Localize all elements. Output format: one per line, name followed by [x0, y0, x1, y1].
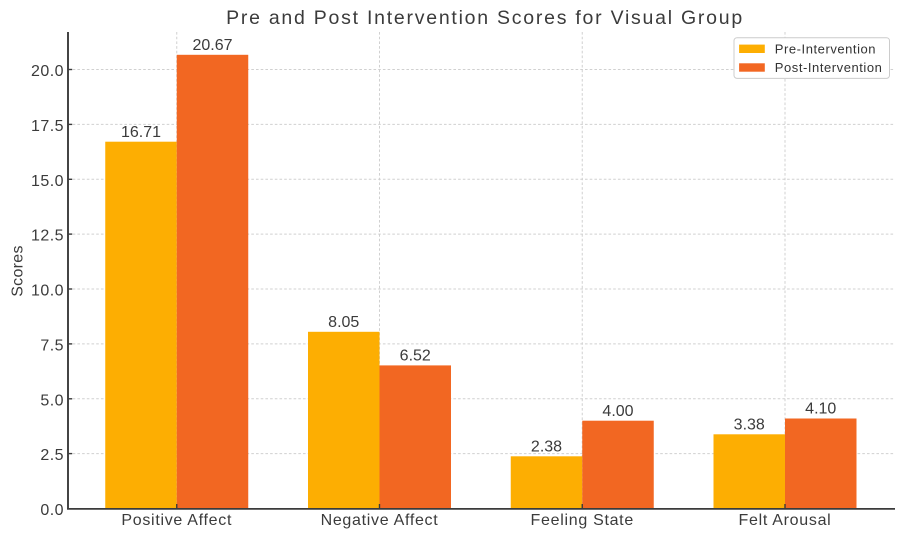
svg-text:20.0: 20.0	[31, 63, 64, 80]
svg-text:Post-Intervention: Post-Intervention	[775, 60, 883, 75]
svg-text:7.5: 7.5	[40, 338, 64, 355]
svg-text:5.0: 5.0	[40, 392, 64, 409]
svg-text:2.38: 2.38	[531, 439, 562, 456]
svg-text:Negative Affect: Negative Affect	[321, 512, 439, 529]
svg-text:12.5: 12.5	[31, 228, 64, 245]
svg-text:2.5: 2.5	[40, 447, 64, 464]
svg-text:6.52: 6.52	[400, 348, 431, 365]
svg-text:Pre-Intervention: Pre-Intervention	[775, 41, 876, 56]
svg-text:Felt Arousal: Felt Arousal	[739, 512, 832, 529]
svg-text:4.10: 4.10	[805, 401, 836, 418]
svg-text:16.71: 16.71	[121, 124, 161, 141]
svg-text:20.67: 20.67	[192, 37, 232, 54]
svg-text:10.0: 10.0	[31, 283, 64, 300]
svg-text:8.05: 8.05	[328, 314, 359, 331]
svg-text:Scores: Scores	[9, 245, 26, 297]
svg-text:0.0: 0.0	[40, 502, 64, 519]
svg-text:Pre and Post Intervention Scor: Pre and Post Intervention Scores for Vis…	[226, 7, 744, 29]
svg-text:3.38: 3.38	[734, 417, 765, 434]
svg-text:Positive Affect: Positive Affect	[121, 512, 232, 529]
svg-text:15.0: 15.0	[31, 173, 64, 190]
svg-text:Feeling State: Feeling State	[531, 512, 634, 529]
svg-text:4.00: 4.00	[602, 403, 633, 420]
svg-text:17.5: 17.5	[31, 118, 64, 135]
